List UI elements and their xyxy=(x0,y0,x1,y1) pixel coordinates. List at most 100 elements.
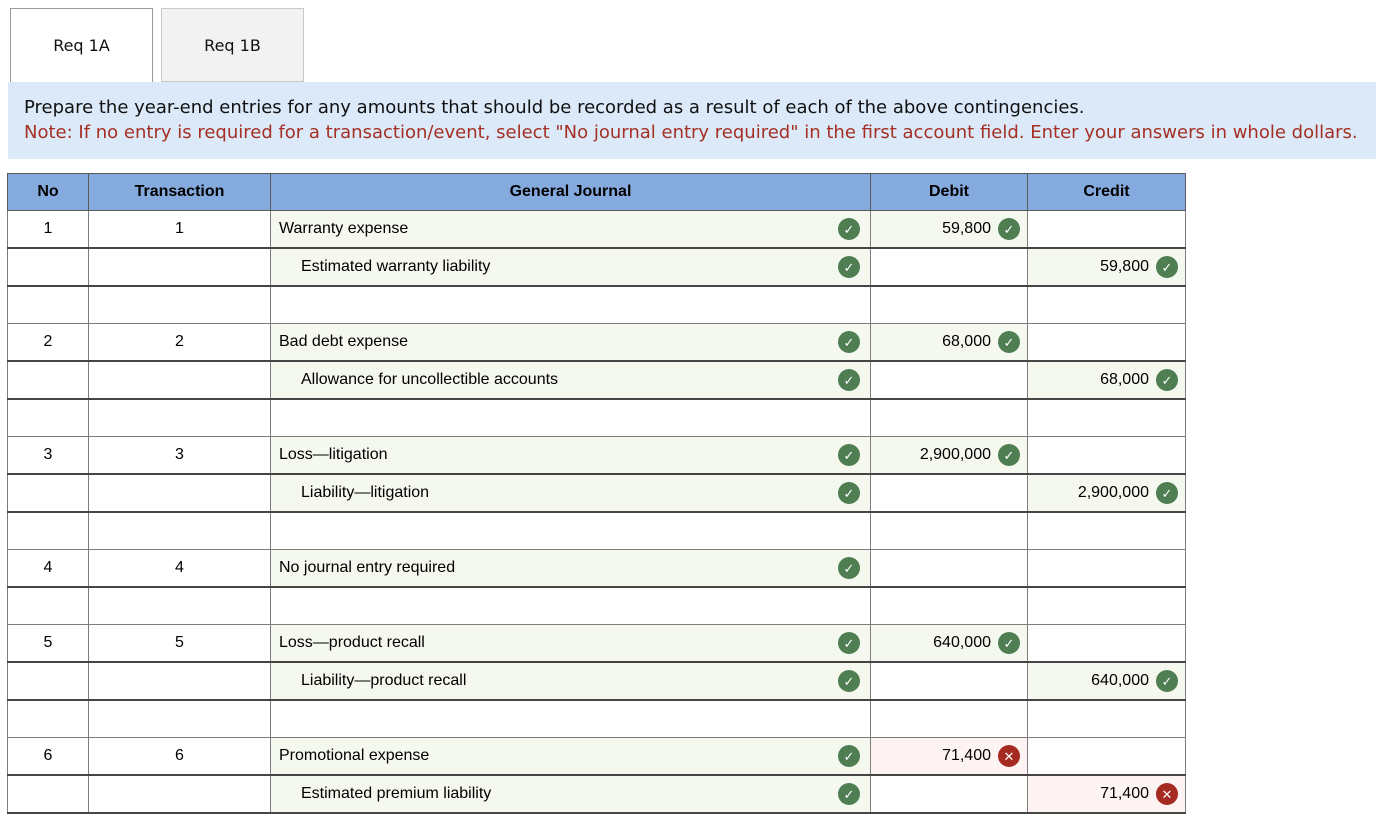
credit-input[interactable]: 2,900,000 ✓ xyxy=(1027,473,1186,513)
account-field[interactable]: Liability—litigation ✓ xyxy=(270,473,871,513)
col-header-debit: Debit xyxy=(870,173,1028,211)
journal-table: No Transaction General Journal Debit Cre… xyxy=(7,173,1186,814)
row-no: 4 xyxy=(43,559,53,576)
account-field[interactable]: Warranty expense ✓ xyxy=(270,210,871,249)
account-field[interactable]: No journal entry required ✓ xyxy=(270,549,871,588)
account-field[interactable]: Estimated warranty liability ✓ xyxy=(270,247,871,287)
debit-input[interactable]: 68,000 ✓ xyxy=(870,323,1028,362)
row-transaction-cell: 4 xyxy=(88,549,271,588)
tab-bar: Req 1A Req 1B xyxy=(0,0,1390,82)
debit-input[interactable]: 640,000 ✓ xyxy=(870,624,1028,663)
tab-req-1a[interactable]: Req 1A xyxy=(10,8,153,82)
account-name: Warranty expense xyxy=(279,220,409,237)
row-transaction-cell: 3 xyxy=(88,436,271,475)
table-row: 2 2 Bad debt expense ✓ 68,000 ✓ xyxy=(7,323,1186,362)
credit-input[interactable] xyxy=(1027,737,1186,776)
tab-req-1b-label: Req 1B xyxy=(204,35,261,55)
account-field-content: Loss—product recall ✓ xyxy=(271,625,870,661)
correct-icon: ✓ xyxy=(838,557,860,579)
account-name: Estimated warranty liability xyxy=(301,258,491,275)
debit-input[interactable]: 59,800 ✓ xyxy=(870,210,1028,249)
spacer-row xyxy=(7,511,1186,550)
row-no-cell xyxy=(7,285,89,324)
credit-input-content: 68,000 ✓ xyxy=(1028,362,1185,398)
row-transaction-cell xyxy=(88,774,271,814)
row-no-cell: 2 xyxy=(7,323,89,362)
table-row: Liability—litigation ✓ 2,900,000 ✓ xyxy=(7,473,1186,513)
correct-icon: ✓ xyxy=(838,444,860,466)
credit-input-content: 640,000 ✓ xyxy=(1028,663,1185,699)
correct-icon: ✓ xyxy=(998,331,1020,353)
account-field xyxy=(270,586,871,625)
spacer-row xyxy=(7,398,1186,437)
debit-input xyxy=(870,398,1028,437)
credit-input[interactable] xyxy=(1027,323,1186,362)
instruction-text: Prepare the year-end entries for any amo… xyxy=(24,97,1085,118)
debit-amount: 68,000 xyxy=(942,333,991,350)
row-transaction-cell: 5 xyxy=(88,624,271,663)
row-transaction: 2 xyxy=(175,333,184,350)
row-transaction: 3 xyxy=(175,446,184,463)
col-header-general-journal: General Journal xyxy=(270,173,871,211)
journal-table-body: 1 1 Warranty expense ✓ 59,800 ✓ Estimated warr… xyxy=(7,210,1186,814)
debit-input[interactable]: 2,900,000 ✓ xyxy=(870,436,1028,475)
tab-req-1b[interactable]: Req 1B xyxy=(161,8,304,82)
account-field[interactable]: Liability—product recall ✓ xyxy=(270,661,871,701)
row-transaction-cell xyxy=(88,661,271,701)
row-transaction: 5 xyxy=(175,634,184,651)
row-no-cell xyxy=(7,247,89,287)
credit-input[interactable]: 640,000 ✓ xyxy=(1027,661,1186,701)
debit-input-content: 71,400 ✕ xyxy=(871,738,1027,774)
instructions-panel: Prepare the year-end entries for any amo… xyxy=(8,82,1376,159)
row-transaction: 1 xyxy=(175,220,184,237)
credit-amount: 71,400 xyxy=(1100,785,1149,802)
debit-input[interactable] xyxy=(870,549,1028,588)
row-no-cell: 5 xyxy=(7,624,89,663)
row-no-cell xyxy=(7,586,89,625)
row-no: 1 xyxy=(43,220,53,237)
debit-input[interactable] xyxy=(870,774,1028,814)
debit-input[interactable] xyxy=(870,473,1028,513)
credit-input[interactable] xyxy=(1027,624,1186,663)
correct-icon: ✓ xyxy=(838,670,860,692)
row-transaction-cell: 2 xyxy=(88,323,271,362)
credit-input[interactable]: 68,000 ✓ xyxy=(1027,360,1186,400)
correct-icon: ✓ xyxy=(998,444,1020,466)
col-header-credit: Credit xyxy=(1027,173,1186,211)
account-field[interactable]: Loss—litigation ✓ xyxy=(270,436,871,475)
correct-icon: ✓ xyxy=(838,256,860,278)
debit-input[interactable]: 71,400 ✕ xyxy=(870,737,1028,776)
credit-input[interactable] xyxy=(1027,210,1186,249)
credit-input[interactable] xyxy=(1027,549,1186,588)
debit-input-content: 2,900,000 ✓ xyxy=(871,437,1027,473)
account-field-content: Liability—litigation ✓ xyxy=(271,475,870,511)
account-field[interactable]: Allowance for uncollectible accounts ✓ xyxy=(270,360,871,400)
correct-icon: ✓ xyxy=(838,482,860,504)
debit-amount: 640,000 xyxy=(933,634,991,651)
debit-input-content: 59,800 ✓ xyxy=(871,211,1027,247)
row-no-cell xyxy=(7,398,89,437)
credit-input xyxy=(1027,586,1186,625)
credit-input[interactable]: 71,400 ✕ xyxy=(1027,774,1186,814)
debit-input[interactable] xyxy=(870,360,1028,400)
debit-amount: 59,800 xyxy=(942,220,991,237)
row-transaction-cell: 1 xyxy=(88,210,271,249)
credit-input[interactable]: 59,800 ✓ xyxy=(1027,247,1186,287)
account-field[interactable]: Estimated premium liability ✓ xyxy=(270,774,871,814)
debit-input[interactable] xyxy=(870,661,1028,701)
correct-icon: ✓ xyxy=(1156,670,1178,692)
row-transaction-cell xyxy=(88,285,271,324)
row-transaction-cell xyxy=(88,473,271,513)
table-row: Estimated premium liability ✓ 71,400 ✕ xyxy=(7,774,1186,814)
account-field[interactable]: Bad debt expense ✓ xyxy=(270,323,871,362)
credit-amount: 640,000 xyxy=(1091,672,1149,689)
account-field[interactable]: Promotional expense ✓ xyxy=(270,737,871,776)
table-row: Allowance for uncollectible accounts ✓ 68,… xyxy=(7,360,1186,400)
credit-input xyxy=(1027,285,1186,324)
row-transaction: 6 xyxy=(175,747,184,764)
row-transaction-cell xyxy=(88,247,271,287)
account-field[interactable]: Loss—product recall ✓ xyxy=(270,624,871,663)
table-row: 6 6 Promotional expense ✓ 71,400 ✕ xyxy=(7,737,1186,776)
credit-input[interactable] xyxy=(1027,436,1186,475)
debit-input[interactable] xyxy=(870,247,1028,287)
